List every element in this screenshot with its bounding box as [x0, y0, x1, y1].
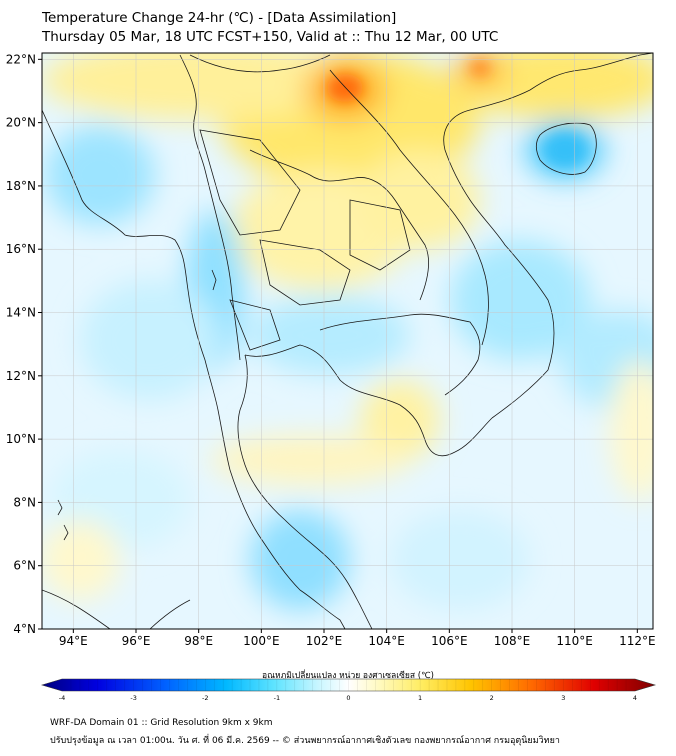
lon-tick-label: 112°E [619, 634, 656, 648]
colorbar [40, 678, 657, 692]
lat-tick-label: 12°N [6, 369, 36, 383]
lon-tick-label: 106°E [431, 634, 468, 648]
lat-tick-label: 14°N [6, 306, 36, 320]
footer-line-1: WRF-DA Domain 01 :: Grid Resolution 9km … [50, 718, 273, 728]
colorbar-tick-label: 2 [490, 694, 494, 702]
longitude-labels: 94°E 96°E 98°E 100°E 102°E 104°E 106°E 108°E 110… [59, 629, 656, 648]
lat-tick-label: 8°N [13, 495, 36, 509]
lon-tick-label: 108°E [494, 634, 531, 648]
colorbar-title: อุณหภูมิเปลี่ยนแปลง หน่วย องศาเซลเซียส (… [262, 669, 434, 681]
lon-tick-label: 98°E [184, 634, 213, 648]
colorbar-tick-label: -3 [130, 694, 136, 702]
footer-line-2: ปรับปรุงข้อมูล ณ เวลา 01:00น. วัน ศ. ที่… [50, 736, 560, 746]
colorbar-tick-label: 1 [418, 694, 422, 702]
colorbar-tick-label: 4 [633, 694, 637, 702]
country-borders [42, 53, 653, 629]
lon-tick-label: 110°E [556, 634, 593, 648]
colorbar-tick-label: 3 [561, 694, 565, 702]
lat-tick-label: 6°N [13, 559, 36, 573]
lat-tick-label: 4°N [13, 622, 36, 636]
map-title: Temperature Change 24-hr (℃) - [Data Ass… [42, 10, 397, 26]
lat-tick-label: 22°N [6, 52, 36, 66]
lat-tick-label: 18°N [6, 179, 36, 193]
latitude-labels: 22°N 20°N 18°N 16°N 14°N 12°N 10°N 8°N 6°N 4°N [6, 52, 42, 636]
colorbar-tick-label: -2 [202, 694, 208, 702]
colorbar-tick-label: -4 [59, 694, 65, 702]
lon-tick-label: 94°E [59, 634, 88, 648]
colorbar-tick-label: 0 [346, 694, 350, 702]
map-subtitle: Thursday 05 Mar, 18 UTC FCST+150, Valid … [42, 29, 499, 45]
temperature-field [42, 53, 653, 629]
lat-tick-label: 20°N [6, 116, 36, 130]
lon-tick-label: 100°E [243, 634, 280, 648]
lon-tick-label: 104°E [368, 634, 405, 648]
lat-tick-label: 16°N [6, 242, 36, 256]
colorbar-tick-labels: -4 -3 -2 -1 0 1 2 3 4 [59, 694, 637, 702]
lat-tick-label: 10°N [6, 432, 36, 446]
lon-tick-label: 96°E [122, 634, 151, 648]
map-frame [41, 52, 654, 630]
lon-tick-label: 102°E [306, 634, 343, 648]
colorbar-tick-label: -1 [274, 694, 280, 702]
